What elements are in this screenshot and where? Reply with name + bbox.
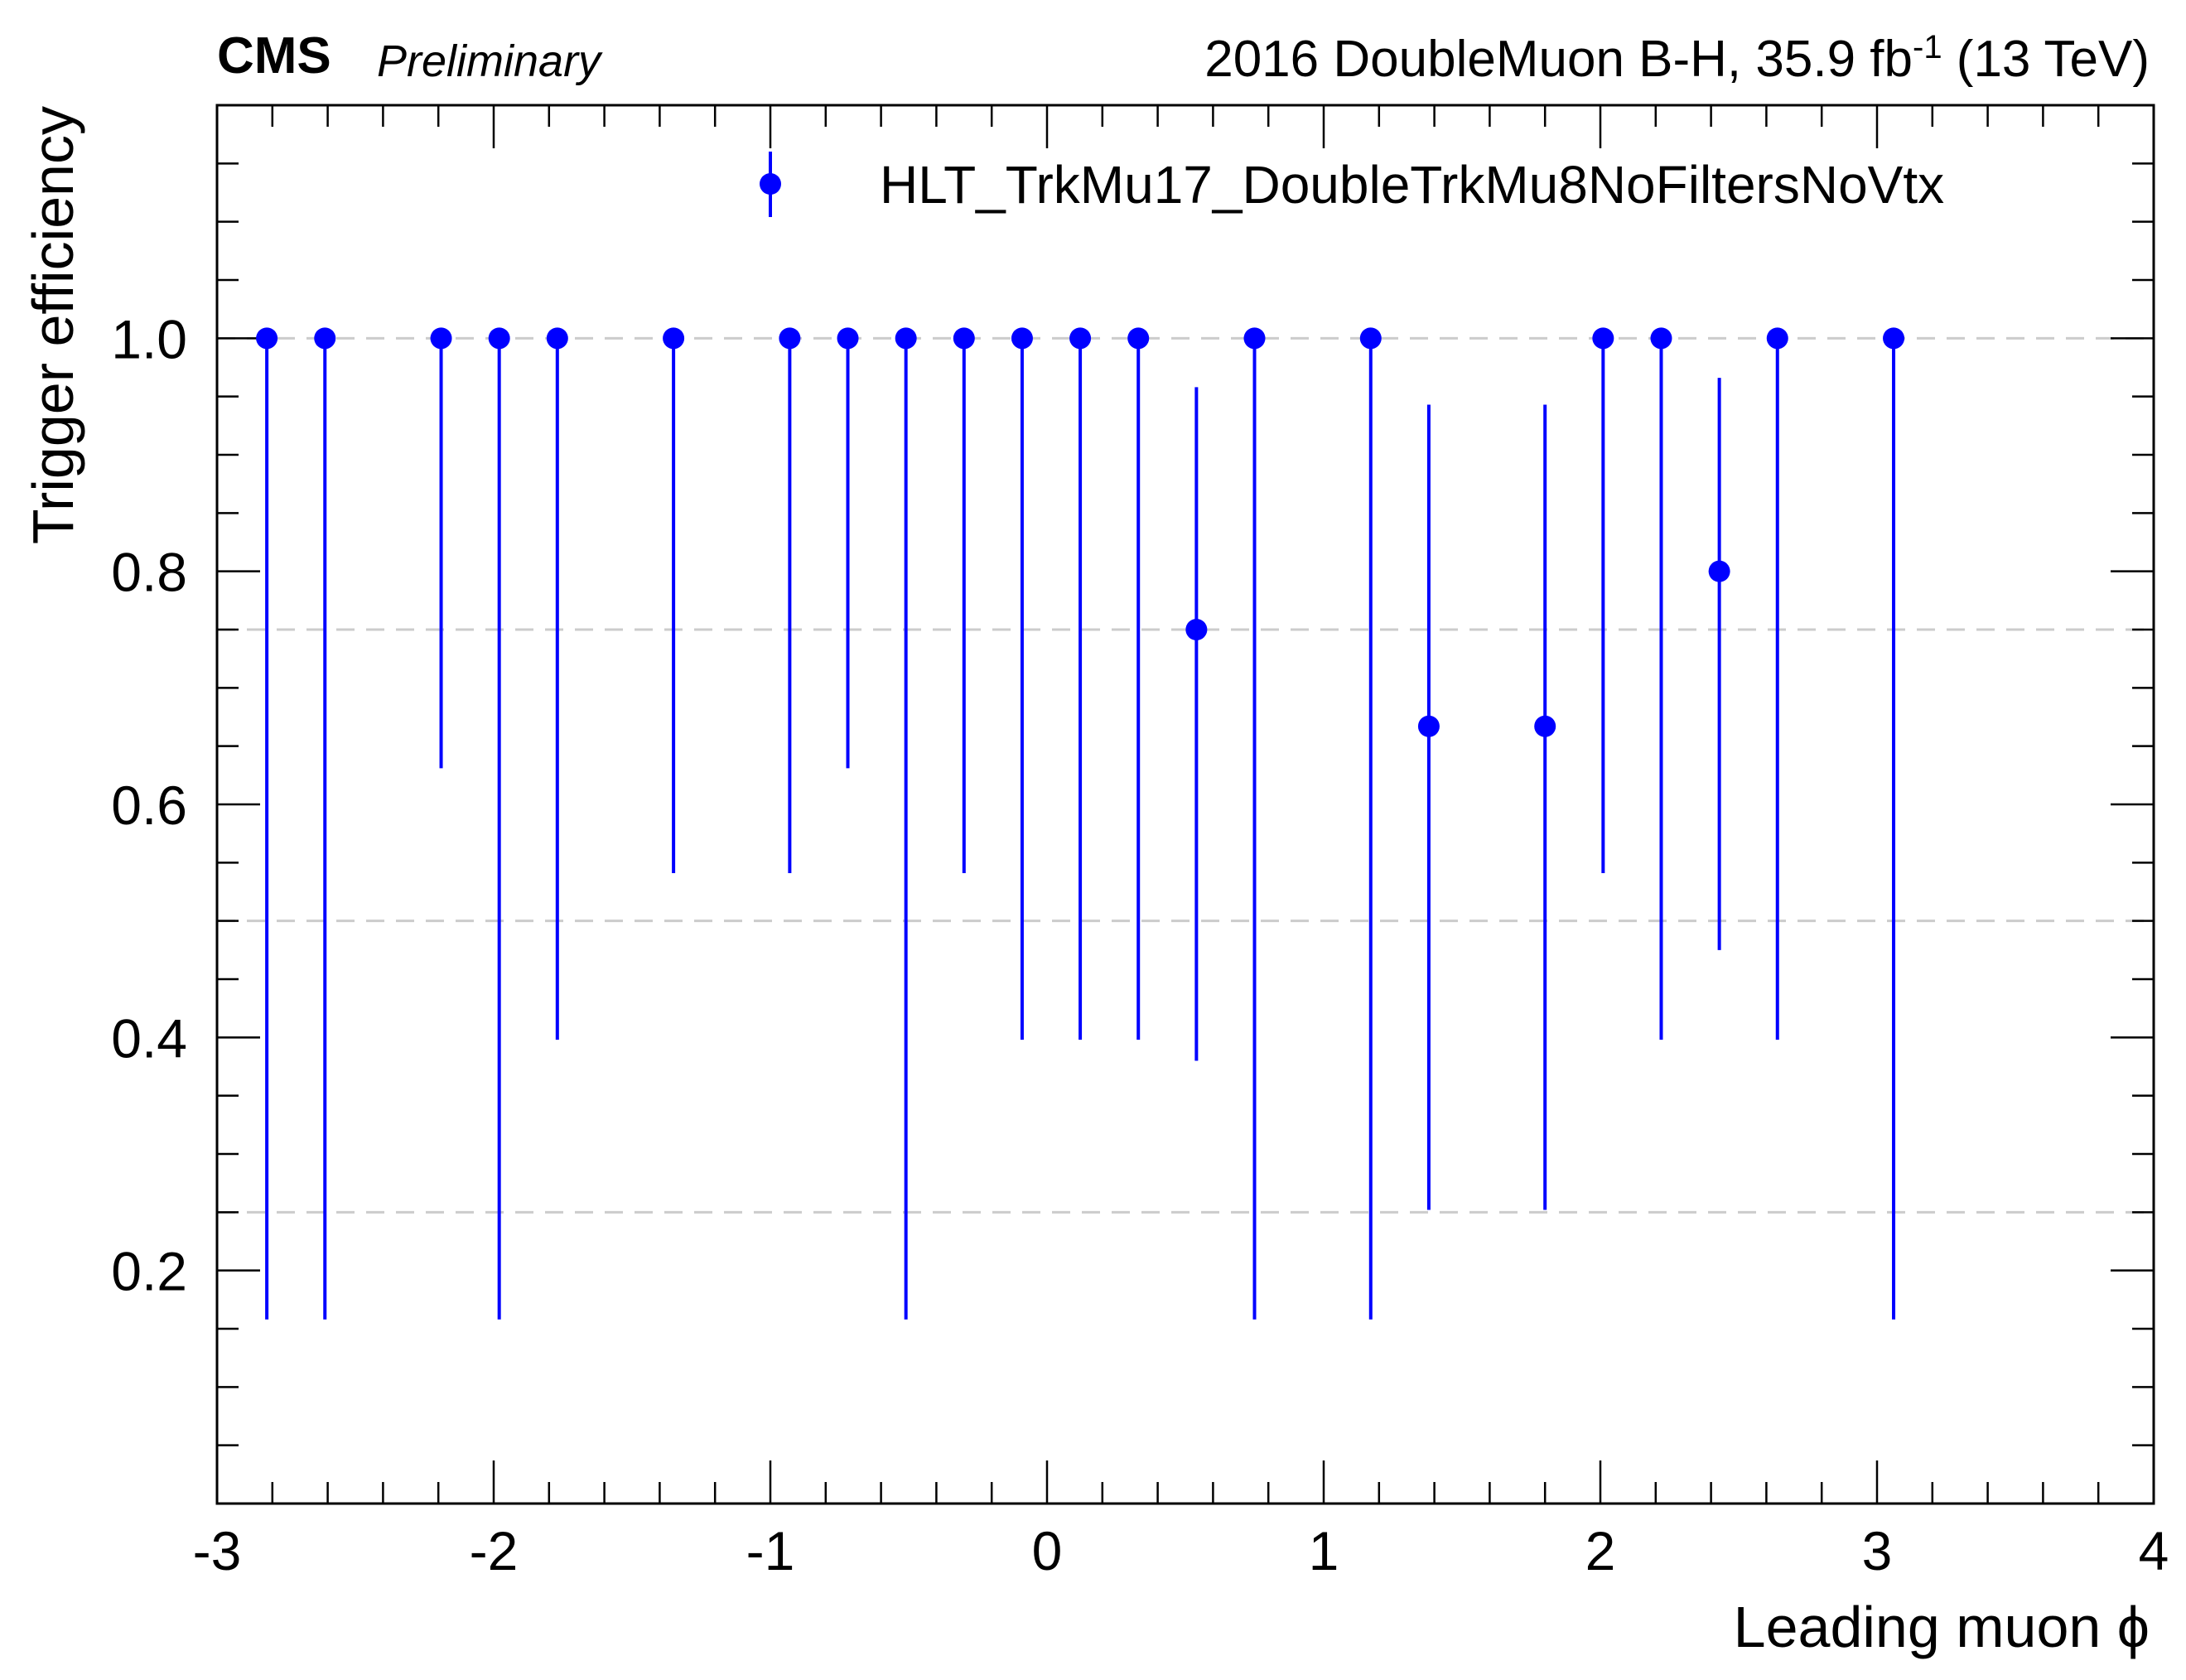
data-point xyxy=(256,327,278,350)
data-point xyxy=(1766,327,1788,350)
data-point xyxy=(1127,327,1150,350)
data-point xyxy=(314,327,336,350)
data-point xyxy=(953,327,975,350)
x-tick-label: 2 xyxy=(1585,1520,1616,1581)
data-point xyxy=(1359,327,1382,350)
x-tick-label: 4 xyxy=(2139,1520,2169,1581)
cms-label: CMS xyxy=(217,27,331,84)
x-tick-label: -2 xyxy=(470,1520,519,1581)
data-point xyxy=(430,327,452,350)
y-tick-label: 0.8 xyxy=(111,542,187,603)
data-point xyxy=(1883,327,1905,350)
data-point xyxy=(663,327,685,350)
data-point xyxy=(1708,560,1730,582)
data-point xyxy=(1650,327,1672,350)
preliminary-label: Preliminary xyxy=(377,36,603,86)
y-axis-label: Trigger efficiency xyxy=(21,106,85,544)
data-point xyxy=(1417,715,1440,737)
data-points xyxy=(256,327,1905,1320)
x-tick-label: -1 xyxy=(746,1520,795,1581)
data-point xyxy=(1185,619,1208,640)
data-point xyxy=(1069,327,1092,350)
y-tick-label: 0.6 xyxy=(111,775,187,836)
data-point xyxy=(779,327,801,350)
data-point xyxy=(1243,327,1266,350)
legend: HLT_TrkMu17_DoubleTrkMu8NoFiltersNoVtx xyxy=(760,152,1944,217)
x-tick-label: 3 xyxy=(1862,1520,1893,1581)
plot-frame xyxy=(215,104,2155,1505)
x-tick-label: 1 xyxy=(1309,1520,1339,1581)
data-point xyxy=(546,327,568,350)
data-point xyxy=(895,327,917,350)
axis-ticks xyxy=(215,105,2155,1504)
data-point xyxy=(1011,327,1033,350)
legend-label: HLT_TrkMu17_DoubleTrkMu8NoFiltersNoVtx xyxy=(880,155,1944,215)
data-point xyxy=(1534,715,1556,737)
legend-marker-point xyxy=(760,173,781,195)
y-tick-label: 1.0 xyxy=(111,308,187,369)
x-axis-label: Leading muon ϕ xyxy=(1734,1595,2150,1659)
y-tick-label: 0.4 xyxy=(111,1007,187,1069)
x-tick-label: 0 xyxy=(1032,1520,1063,1581)
data-point xyxy=(837,327,859,350)
lumi-label: 2016 DoubleMuon B-H, 35.9 fb-1 (13 TeV) xyxy=(1204,29,2150,88)
tick-labels: -3 -2 -1 0 1 2 3 4 0.2 0.4 0.6 0.8 1.0 xyxy=(111,308,2169,1581)
data-point xyxy=(488,327,510,350)
x-tick-label: -3 xyxy=(193,1520,242,1581)
data-point xyxy=(1592,327,1614,350)
y-tick-label: 0.2 xyxy=(111,1241,187,1302)
grid-lines xyxy=(217,336,2154,1214)
